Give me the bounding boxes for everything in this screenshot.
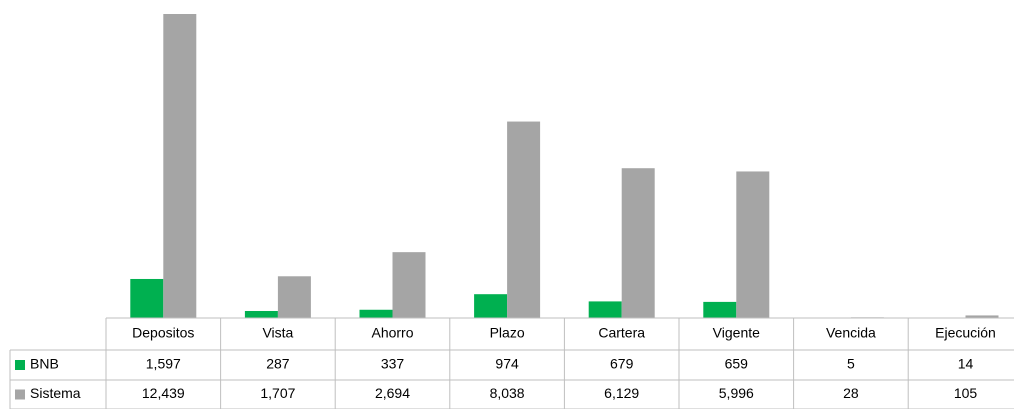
bar [359,309,393,318]
table-value: 1,707 [260,385,295,401]
table-value: 337 [381,356,405,372]
bar [965,315,999,318]
table-value: 974 [495,356,519,372]
category-label: Depositos [132,325,194,341]
table-value: 105 [954,385,978,401]
table-value: 5 [847,356,855,372]
legend-label: BNB [30,356,59,372]
category-label: Vigente [713,325,760,341]
bar [163,14,197,318]
bar [130,278,164,318]
bar [736,171,770,318]
legend-key [15,389,25,400]
table-value: 5,996 [719,385,754,401]
category-label: Ejecución [935,325,996,341]
table-value: 287 [266,356,290,372]
bar [244,310,278,318]
bar [392,252,426,318]
table-value: 12,439 [142,385,185,401]
legend-label: Sistema [30,385,81,401]
legend-key [15,360,25,370]
category-label: Ahorro [371,325,413,341]
table-value: 8,038 [490,385,525,401]
bar [621,168,655,318]
table-value: 2,694 [375,385,410,401]
category-label: Cartera [598,325,645,341]
table-value: 1,597 [146,356,181,372]
table-value: 28 [843,385,859,401]
category-label: Vista [262,325,293,341]
table-value: 659 [725,356,749,372]
bar [474,294,508,318]
category-label: Plazo [490,325,525,341]
category-label: Vencida [826,325,876,341]
table-value: 679 [610,356,634,372]
bar [703,301,737,318]
bar [277,276,311,318]
table-value: 14 [958,356,974,372]
table-value: 6,129 [604,385,639,401]
bar [507,121,541,319]
bar [588,301,622,318]
